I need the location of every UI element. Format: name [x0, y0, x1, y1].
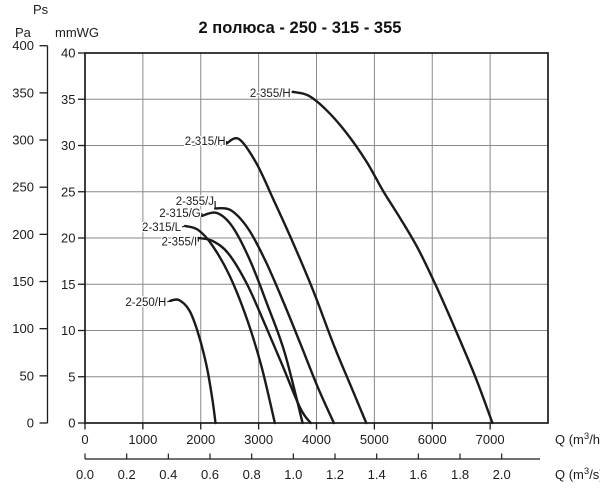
curve-label-2-355-j: 2-355/J [176, 196, 214, 208]
curve-label-2-315-h: 2-315/H [185, 136, 226, 148]
mmwg-tick-label-40: 40 [61, 46, 75, 61]
flow-m3s-axis [84, 453, 540, 460]
flow-m3s-tick-label-2.0: 2.0 [493, 467, 511, 482]
mmwg-tick-label-15: 15 [61, 277, 75, 292]
curve-label-2-355-i: 2-355/I [161, 237, 197, 249]
flow-m3h-tick-label-0: 0 [81, 432, 88, 447]
mmwg-tick-label-10: 10 [61, 323, 75, 338]
mmwg-tick-label-35: 35 [61, 92, 75, 107]
curve-label-2-315-g: 2-315/G [159, 208, 201, 220]
pa-tick-label-50: 50 [20, 368, 34, 383]
curve-label-connector-2-315-l [181, 225, 186, 228]
mmwg-tick-label-0: 0 [68, 416, 75, 431]
flow-m3s-tick-label-1.0: 1.0 [284, 467, 302, 482]
pa-tick-label-400: 400 [12, 38, 34, 53]
flow-m3h-tick-label-2000: 2000 [186, 432, 215, 447]
flow-m3s-tick-label-1.8: 1.8 [451, 467, 469, 482]
flow-m3h-tick-label-5000: 5000 [360, 432, 389, 447]
pa-tick-label-300: 300 [12, 133, 34, 148]
flow-m3h-tick-label-6000: 6000 [418, 432, 447, 447]
flow-m3h-tick-label-4000: 4000 [302, 432, 331, 447]
mmwg-tick-label-20: 20 [61, 231, 75, 246]
flow-m3s-tick-label-0.4: 0.4 [159, 467, 177, 482]
curve-2-315-h [225, 137, 368, 425]
mmwg-tick-label-30: 30 [61, 138, 75, 153]
pa-tick-label-250: 250 [12, 180, 34, 195]
pa-tick-label-200: 200 [12, 227, 34, 242]
static-pressure-label: Ps [33, 2, 49, 17]
flow-m3s-tick-label-0.0: 0.0 [76, 467, 94, 482]
flow-m3s-tick-label-1.2: 1.2 [326, 467, 344, 482]
curve-2-250-h [168, 298, 217, 425]
flow-m3h-axis [84, 423, 491, 430]
mmwg-axis [78, 52, 85, 424]
curve-label-2-250-h: 2-250/H [125, 297, 166, 309]
flow-m3h-tick-label-1000: 1000 [128, 432, 157, 447]
pa-unit-label: Pa [15, 25, 31, 40]
chart-title: 2 полюса - 250 - 315 - 355 [198, 19, 402, 37]
flow-m3s-tick-label-1.4: 1.4 [368, 467, 386, 482]
flow-m3s-tick-label-0.6: 0.6 [201, 467, 219, 482]
curve-label-connector-2-250-h [167, 300, 171, 303]
flow-m3h-tick-label-3000: 3000 [244, 432, 273, 447]
grid-lines [85, 53, 548, 423]
curve-2-355-h [291, 90, 494, 425]
mmwg-tick-label-25: 25 [61, 184, 75, 199]
pa-axis [39, 45, 49, 424]
curve-2-355-i [197, 236, 312, 425]
curve-2-315-l [183, 224, 277, 425]
pa-tick-label-100: 100 [12, 321, 34, 336]
flow-m3s-tick-label-0.2: 0.2 [118, 467, 136, 482]
curve-label-connector-2-355-h [291, 91, 294, 94]
flow-m3s-tick-label-1.6: 1.6 [409, 467, 427, 482]
curve-2-355-j [214, 206, 336, 425]
flow-m3s-tick-label-0.8: 0.8 [243, 467, 261, 482]
mmwg-unit-label: mmWG [55, 25, 100, 40]
mmwg-tick-label-5: 5 [68, 369, 75, 384]
pa-tick-label-150: 150 [12, 274, 34, 289]
flow-m3h-tick-label-7000: 7000 [476, 432, 505, 447]
curve-2-315-g [200, 211, 304, 425]
curve-label-2-315-l: 2-315/L [142, 222, 182, 234]
curve-label-2-355-h: 2-355/H [250, 88, 291, 100]
pa-tick-label-0: 0 [27, 416, 34, 431]
flow-m3s-unit-label: Q (m3/s) [555, 466, 600, 482]
pa-tick-label-350: 350 [12, 85, 34, 100]
flow-m3h-unit-label: Q (m3/h) [555, 431, 600, 447]
